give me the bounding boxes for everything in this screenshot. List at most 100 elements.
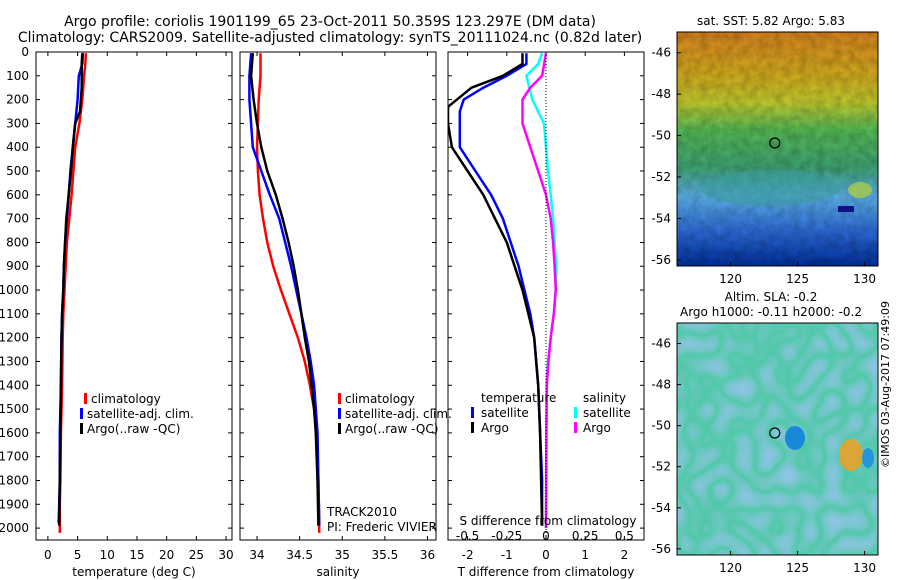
temperature-series: [57, 53, 88, 533]
track-note: TRACK2010: [326, 505, 397, 519]
legend-swatch-t-argo: [471, 422, 474, 433]
x-tick-label: 20: [159, 548, 174, 562]
x-tick-label: 0: [542, 548, 550, 562]
map-x-tick-label: 130: [853, 561, 876, 575]
x-tick-label: 15: [129, 548, 144, 562]
legend-swatch-argo: [80, 423, 83, 434]
legend-swatch-satellite: [80, 408, 83, 419]
temperature-legend: climatology satellite-adj. clim. Argo(..…: [80, 392, 194, 436]
legend-s-argo: Argo: [583, 421, 611, 435]
depth-axis: 0 100 200 300 400 500 600 700 800 900 1000 1100 1200…: [0, 45, 644, 535]
map-x-tick-label: 130: [853, 272, 876, 286]
depth-tick-label: 1100: [0, 307, 29, 321]
map-y-tick-label: -46: [651, 46, 671, 60]
s-difference-tick-label: -0.5: [456, 529, 479, 543]
map-y-tick-label: -56: [651, 542, 671, 556]
argo-position-marker: [769, 137, 781, 149]
x-tick-label: 34.5: [286, 548, 313, 562]
t-difference-xlabel: T difference from climatology: [457, 565, 635, 579]
series-line-argo-raw-qc-: [249, 53, 320, 526]
argo-position-marker: [769, 427, 781, 439]
legend-swatch-climatology-2: [338, 393, 341, 404]
map-y-tick-label: -46: [651, 337, 671, 351]
depth-tick-label: 600: [6, 188, 29, 202]
map-y-tick-label: -48: [651, 378, 671, 392]
sla-low-core: [785, 426, 805, 450]
legend-t-satellite: satellite: [481, 406, 529, 420]
temperature-panel-frame: [35, 51, 233, 541]
salinity-series: [248, 53, 321, 533]
legend-swatch-climatology: [84, 393, 87, 404]
difference-legend: temperature satellite Argo salinity sate…: [471, 391, 631, 435]
figure-title: Argo profile: coriolis 1901199_65 23-Oct…: [64, 14, 596, 30]
depth-tick-label: 1000: [0, 283, 29, 297]
depth-tick-label: 1200: [0, 331, 29, 345]
sst-axes: 120 125 130 -46 -48 -50 -52 -54 -56: [651, 46, 876, 286]
depth-tick-label: 1900: [0, 497, 29, 511]
sla-title: Altim. SLA: -0.2: [725, 290, 818, 304]
map-y-tick-label: -52: [651, 460, 671, 474]
temperature-axis: 0 5 10 15 20 25 30: [44, 52, 234, 562]
depth-tick-label: 1700: [0, 450, 29, 464]
map-y-tick-label: -50: [651, 419, 671, 433]
map-y-tick-label: -48: [651, 87, 671, 101]
depth-tick-label: 0: [21, 45, 29, 59]
legend-salinity-heading: salinity: [583, 391, 626, 405]
sla-frame: [676, 322, 879, 556]
legend-swatch-s-satellite: [574, 407, 577, 418]
legend-t-argo: Argo: [481, 421, 509, 435]
x-tick-label: 10: [100, 548, 115, 562]
depth-tick-label: 2000: [0, 521, 29, 535]
x-tick-label: 35: [335, 548, 350, 562]
series-line-salinity-argo: [521, 52, 558, 529]
map-x-tick-label: 120: [719, 561, 742, 575]
series-line-satellite-adj-clim-: [248, 53, 321, 526]
sst-field: [677, 32, 878, 266]
legend-swatch-argo-2: [338, 423, 341, 434]
depth-tick-label: 500: [6, 164, 29, 178]
x-tick-label: 5: [74, 548, 82, 562]
depth-tick-label: 1300: [0, 354, 29, 368]
depth-tick-label: 1400: [0, 378, 29, 392]
legend-s-satellite: satellite: [583, 406, 631, 420]
sla-map: [676, 322, 879, 556]
legend-temperature-heading: temperature: [481, 391, 556, 405]
s-difference-tick-label: 0.25: [572, 529, 599, 543]
map-x-tick-label: 120: [719, 272, 742, 286]
legend-climatology-2: climatology: [345, 392, 415, 406]
depth-tick-label: 200: [6, 93, 29, 107]
sst-frame: [676, 31, 879, 267]
sst-cold-tongue: [700, 170, 840, 206]
sla-high-core: [839, 439, 863, 471]
x-tick-label: -2: [462, 548, 474, 562]
salinity-xlabel: salinity: [316, 565, 359, 579]
x-tick-label: 34: [249, 548, 264, 562]
sla-field: [677, 323, 878, 555]
x-tick-label: 25: [189, 548, 204, 562]
x-tick-label: 0: [44, 548, 52, 562]
x-tick-label: 30: [218, 548, 233, 562]
map-x-tick-label: 125: [786, 561, 809, 575]
legend-argo: Argo(..raw -QC): [87, 422, 180, 436]
depth-tick-label: 700: [6, 212, 29, 226]
depth-tick-label: 800: [6, 235, 29, 249]
x-tick-label: 36: [420, 548, 435, 562]
x-tick-label: 1: [581, 548, 589, 562]
salinity-panel-frame: [239, 51, 437, 541]
sst-warm-patch: [848, 182, 872, 198]
map-y-tick-label: -54: [651, 211, 671, 225]
s-difference-tick-label: 0.5: [615, 529, 634, 543]
temperature-xlabel: temperature (deg C): [72, 565, 195, 579]
sst-map: [676, 31, 879, 267]
depth-tick-label: 100: [6, 69, 29, 83]
x-tick-label: 2: [621, 548, 629, 562]
map-x-tick-label: 125: [786, 272, 809, 286]
sla-low-edge: [862, 448, 874, 468]
copyright-stamp: ©IMOS 03-Aug-2017 07:49:09: [879, 301, 892, 468]
sst-title: sat. SST: 5.82 Argo: 5.83: [697, 14, 845, 28]
depth-tick-label: 900: [6, 259, 29, 273]
depth-tick-label: 400: [6, 140, 29, 154]
depth-tick-label: 1600: [0, 426, 29, 440]
salinity-legend: climatology satellite-adj. clim. Argo(..…: [338, 392, 452, 436]
